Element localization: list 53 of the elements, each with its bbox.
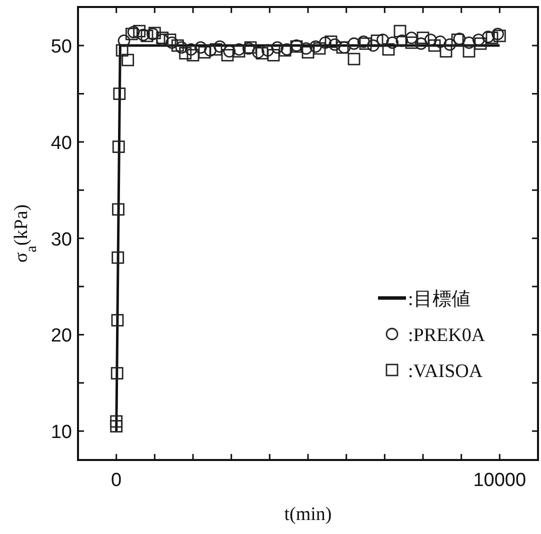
point — [133, 24, 146, 38]
legend-label: :VAISOA — [408, 361, 483, 382]
point — [472, 34, 485, 46]
point — [198, 46, 211, 58]
point — [313, 42, 326, 55]
point — [486, 32, 498, 44]
point — [112, 140, 125, 153]
y-tick-label: 20 — [50, 326, 72, 347]
point — [394, 24, 406, 38]
x-tick-label: 10000 — [473, 470, 526, 491]
point — [140, 30, 154, 42]
point — [302, 46, 314, 58]
point — [262, 44, 274, 57]
point — [179, 47, 192, 60]
point — [171, 39, 184, 52]
point — [440, 45, 452, 58]
point — [474, 37, 487, 50]
point — [370, 34, 384, 47]
point — [118, 34, 130, 47]
y-tick-label: 50 — [50, 36, 72, 58]
point — [113, 88, 126, 100]
point — [210, 43, 222, 56]
point — [221, 48, 234, 62]
point — [186, 48, 200, 62]
point — [405, 36, 418, 49]
y-tick-label: 30 — [50, 229, 72, 250]
point — [122, 54, 134, 66]
point — [462, 45, 476, 58]
point — [110, 415, 123, 428]
x-tick-label: 0 — [111, 470, 122, 491]
point — [444, 38, 456, 51]
legend-label: :PREK0A — [408, 325, 486, 346]
point — [348, 37, 360, 50]
point — [110, 367, 124, 380]
point — [164, 34, 176, 46]
point — [112, 251, 124, 264]
point — [324, 36, 338, 48]
point — [348, 52, 360, 66]
legend-label: :目標値 — [408, 289, 470, 310]
point — [386, 36, 399, 49]
point — [256, 47, 268, 60]
point — [110, 420, 123, 432]
point — [116, 44, 128, 57]
y-tick-label: 40 — [50, 132, 72, 154]
point — [382, 43, 395, 56]
point — [428, 39, 441, 52]
point — [111, 314, 124, 326]
point — [416, 32, 430, 44]
point — [267, 48, 280, 62]
point — [112, 203, 124, 216]
y-tick-label: 10 — [50, 422, 72, 444]
point — [414, 37, 428, 50]
x-axis-title: t(min) — [284, 504, 332, 525]
